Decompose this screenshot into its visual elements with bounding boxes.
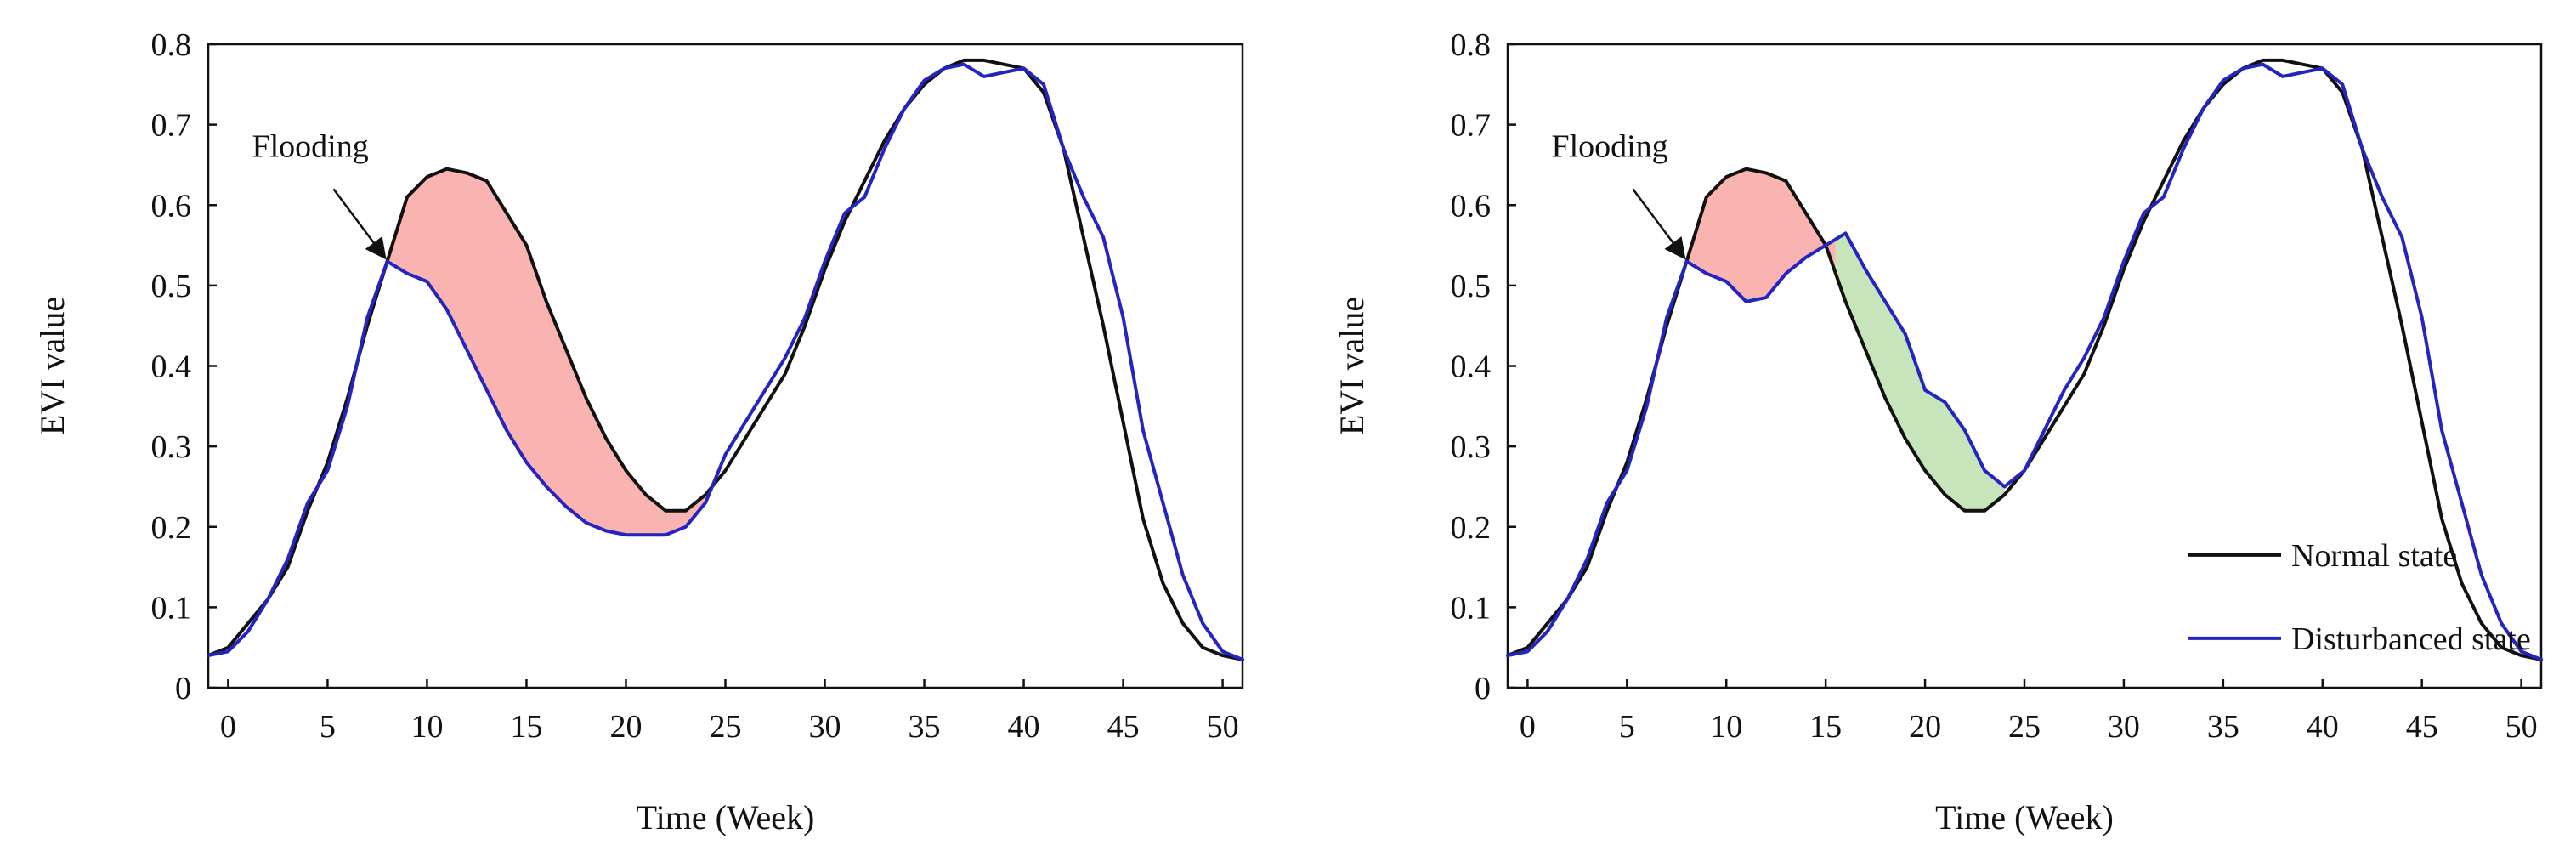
x-tick-label: 30 [809, 709, 841, 745]
x-tick-label: 50 [2505, 709, 2538, 745]
annotation-flooding: Flooding [1551, 128, 1667, 164]
legend-label-disturbed: Disturbanced state [2291, 621, 2531, 657]
y-tick-label: 0.8 [1451, 27, 1492, 63]
y-tick-label: 0.7 [151, 108, 192, 144]
x-tick-label: 45 [1107, 709, 1140, 745]
y-tick-label: 0.5 [151, 269, 192, 304]
y-tick-label: 0.6 [1451, 188, 1492, 224]
x-tick-label: 30 [2108, 709, 2140, 745]
y-tick-label: 0 [175, 671, 191, 706]
y-axis-title: EVI value [1333, 297, 1371, 435]
series-line-disturbed [1506, 62, 2543, 661]
annotation-arrow [1632, 188, 1686, 260]
shaded-region-1 [1835, 233, 2005, 511]
y-tick-label: 0.7 [1451, 108, 1492, 144]
y-tick-label: 0.3 [151, 429, 192, 465]
x-tick-label: 50 [1207, 709, 1239, 745]
x-tick-label: 45 [2406, 709, 2438, 745]
x-tick-label: 5 [1619, 709, 1635, 745]
y-tick-label: 0 [1475, 671, 1491, 706]
y-tick-label: 0.4 [151, 349, 192, 385]
x-axis-title: Time (Week) [637, 798, 815, 836]
chart-panel-left: 0 0.1 0.2 0.3 0.4 0.5 0.6 0.7 0.8 0 5 10 15 20 25 30 35 4… [33, 27, 1244, 836]
shaded-region-0 [387, 168, 716, 536]
x-tick-label: 0 [1520, 709, 1536, 745]
y-tick-label: 0.4 [1451, 349, 1492, 385]
annotation-flooding: Flooding [252, 128, 368, 164]
shaded-region-0 [1686, 168, 1836, 302]
y-tick-label: 0.5 [1451, 269, 1492, 304]
y-tick-label: 0.2 [151, 510, 192, 546]
y-tick-label: 0.8 [151, 27, 192, 63]
x-tick-label: 20 [609, 709, 642, 745]
x-tick-label: 10 [410, 709, 443, 745]
y-tick-label: 0.1 [151, 590, 192, 626]
legend-label-normal: Normal state [2291, 538, 2457, 574]
x-tick-label: 35 [2207, 709, 2239, 745]
x-tick-label: 15 [1809, 709, 1842, 745]
x-tick-label: 15 [510, 709, 542, 745]
x-tick-label: 0 [220, 709, 236, 745]
y-tick-label: 0.6 [151, 188, 192, 224]
x-tick-label: 25 [2008, 709, 2041, 745]
x-tick-label: 5 [320, 709, 336, 745]
x-tick-label: 40 [1008, 709, 1040, 745]
annotation-arrow [332, 188, 387, 260]
y-tick-label: 0.3 [1451, 429, 1492, 465]
x-tick-label: 20 [1909, 709, 1941, 745]
x-axis-title: Time (Week) [1935, 798, 2114, 836]
x-tick-label: 25 [710, 709, 742, 745]
y-tick-label: 0.1 [1451, 590, 1492, 626]
x-tick-label: 40 [2307, 709, 2339, 745]
y-axis-title: EVI value [33, 297, 71, 435]
x-tick-label: 10 [1710, 709, 1742, 745]
chart-panel-right: 0 0.1 0.2 0.3 0.4 0.5 0.6 0.7 0.8 0 5 10 15 20 25 30 35 4… [1333, 27, 2543, 836]
x-tick-label: 35 [909, 709, 941, 745]
series-line-disturbed [207, 62, 1244, 661]
y-tick-label: 0.2 [1451, 510, 1492, 546]
